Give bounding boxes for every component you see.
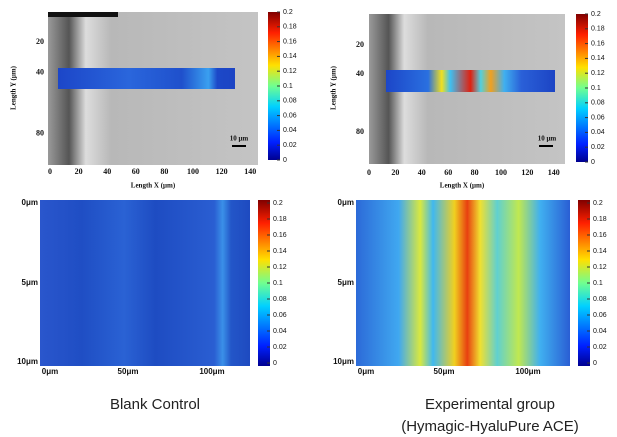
colorbar-tick-label: 0.04	[273, 328, 287, 335]
y-tick-label: 80	[36, 128, 44, 137]
measurement-band	[386, 70, 555, 92]
measurement-band	[58, 68, 235, 89]
colorbar	[578, 200, 590, 366]
y-tick-label: 80	[356, 127, 364, 136]
colorbar-tick-label: 0.04	[591, 129, 605, 136]
x-tick-label: 50μm	[434, 367, 455, 376]
caption: Experimental group	[425, 396, 555, 413]
heatmap	[40, 200, 250, 366]
y-tick-label: 10μm	[333, 357, 354, 366]
colorbar-tick-label: 0.14	[273, 248, 287, 255]
y-tick-label: 0μm	[338, 198, 354, 207]
colorbar-tick-label: 0	[591, 159, 595, 166]
colorbar-tick-label: 0.08	[591, 100, 605, 107]
colorbar-tick-label: 0	[273, 360, 277, 367]
colorbar-tick-label: 0.2	[273, 200, 283, 207]
colorbar-tick-label: 0.1	[591, 85, 601, 92]
y-tick-label: 40	[36, 68, 44, 77]
colorbar-tick-label: 0.1	[593, 280, 603, 287]
colorbar-tick-label: 0.2	[591, 11, 601, 18]
colorbar-tick-label: 0.18	[593, 216, 607, 223]
x-tick-label: 0μm	[42, 367, 58, 376]
colorbar-tick-label: 0.06	[593, 312, 607, 319]
colorbar-tick-label: 0.2	[283, 9, 293, 16]
x-tick-label: 100μm	[199, 367, 224, 376]
colorbar-tick-label: 0.14	[591, 55, 605, 62]
x-tick-label: 60	[444, 168, 452, 177]
colorbar-tick-label: 0.18	[273, 216, 287, 223]
colorbar-tick-label: 0.08	[283, 98, 297, 105]
scale-bar-label: 10 μm	[230, 135, 249, 143]
colorbar-tick-label: 0.12	[591, 70, 605, 77]
x-tick-label: 80	[471, 168, 479, 177]
colorbar-tick-label: 0.06	[591, 114, 605, 121]
image-edge	[48, 12, 118, 17]
colorbar-tick-label: 0.16	[591, 40, 605, 47]
x-tick-label: 140	[244, 167, 256, 176]
colorbar-tick-label: 0.06	[273, 312, 287, 319]
y-axis-label: Length Y (μm)	[10, 65, 18, 110]
colorbar-tick-label: 0.16	[273, 232, 287, 239]
colorbar-tick-label: 0.04	[283, 127, 297, 134]
x-tick-label: 60	[132, 167, 140, 176]
y-tick-label: 20	[36, 37, 44, 46]
colorbar	[576, 14, 588, 162]
y-tick-label: 5μm	[338, 278, 354, 287]
colorbar-tick-label: 0.02	[283, 142, 297, 149]
y-tick-label: 5μm	[22, 278, 38, 287]
colorbar-tick-label: 0.2	[593, 200, 603, 207]
x-tick-label: 120	[521, 168, 533, 177]
colorbar-tick-label: 0.08	[593, 296, 607, 303]
colorbar-tick-label: 0.12	[273, 264, 287, 271]
y-axis-label: Length Y (μm)	[330, 65, 338, 110]
x-tick-label: 0	[48, 167, 52, 176]
x-tick-label: 40	[103, 167, 111, 176]
colorbar-tick-label: 0.08	[273, 296, 287, 303]
caption: Blank Control	[110, 396, 200, 413]
x-tick-label: 120	[216, 167, 228, 176]
colorbar	[258, 200, 270, 366]
x-tick-label: 140	[548, 168, 560, 177]
x-tick-label: 20	[391, 168, 399, 177]
colorbar-tick-label: 0.04	[593, 328, 607, 335]
colorbar-tick-label: 0.14	[593, 248, 607, 255]
x-tick-label: 50μm	[118, 367, 139, 376]
colorbar	[268, 12, 280, 160]
colorbar-tick-label: 0.16	[593, 232, 607, 239]
caption: (Hymagic-HyaluPure ACE)	[401, 418, 579, 435]
x-tick-label: 0	[367, 168, 371, 177]
colorbar-tick-label: 0.02	[273, 344, 287, 351]
colorbar-tick-label: 0.02	[591, 144, 605, 151]
colorbar-tick-label: 0.12	[593, 264, 607, 271]
colorbar-tick-label: 0.14	[283, 53, 297, 60]
x-axis-label: Length X (μm)	[440, 182, 485, 190]
colorbar-tick-label: 0.16	[283, 38, 297, 45]
scale-bar-label: 10 μm	[538, 135, 557, 143]
y-tick-label: 0μm	[22, 198, 38, 207]
colorbar-tick-label: 0.1	[273, 280, 283, 287]
y-tick-label: 10μm	[17, 357, 38, 366]
x-tick-label: 100μm	[515, 367, 540, 376]
x-tick-label: 80	[160, 167, 168, 176]
colorbar-tick-label: 0.1	[283, 83, 293, 90]
colorbar-tick-label: 0.06	[283, 112, 297, 119]
y-tick-label: 40	[356, 69, 364, 78]
x-axis-label: Length X (μm)	[131, 182, 176, 190]
colorbar-tick-label: 0	[283, 157, 287, 164]
heatmap	[356, 200, 570, 366]
x-tick-label: 0μm	[358, 367, 374, 376]
colorbar-tick-label: 0.02	[593, 344, 607, 351]
x-tick-label: 40	[418, 168, 426, 177]
x-tick-label: 100	[187, 167, 199, 176]
y-tick-label: 20	[356, 40, 364, 49]
x-tick-label: 100	[495, 168, 507, 177]
colorbar-tick-label: 0.18	[591, 26, 605, 33]
colorbar-tick-label: 0	[593, 360, 597, 367]
colorbar-tick-label: 0.18	[283, 24, 297, 31]
colorbar-tick-label: 0.12	[283, 68, 297, 75]
x-tick-label: 20	[75, 167, 83, 176]
